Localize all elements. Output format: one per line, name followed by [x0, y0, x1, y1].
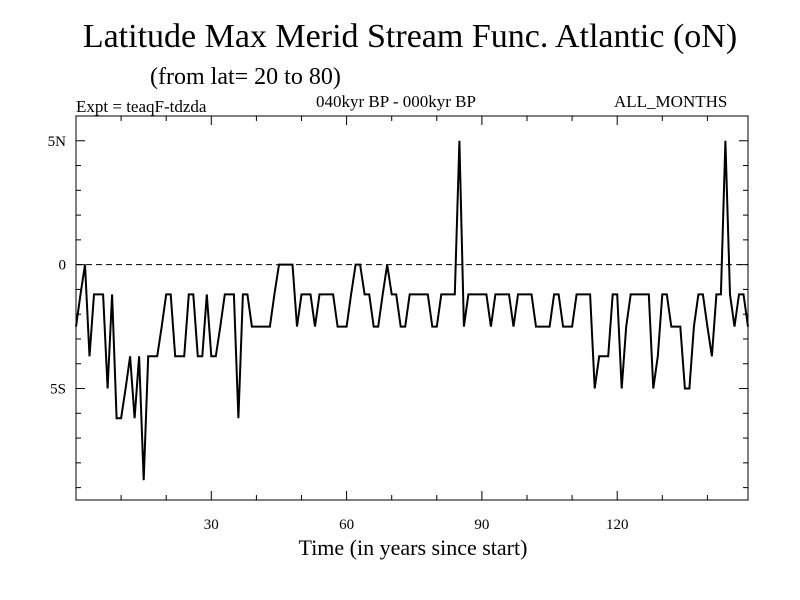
chart-subtitle: (from lat= 20 to 80) [150, 64, 341, 90]
series-line [75, 140, 749, 481]
x-tick-label: 120 [606, 517, 629, 533]
months-label: ALL_MONTHS [614, 92, 728, 111]
y-tick-label: 5S [50, 382, 66, 398]
period-label: 040kyr BP - 000kyr BP [316, 92, 476, 111]
x-tick-label: 60 [339, 517, 354, 533]
chart-title: Latitude Max Merid Stream Func. Atlantic… [82, 18, 738, 55]
x-tick-label: 30 [204, 517, 219, 533]
x-axis-label: Time (in years since start) [298, 535, 528, 560]
y-tick-label: 0 [59, 258, 67, 274]
plot-frame [75, 115, 749, 501]
y-tick-label: 5N [48, 134, 67, 150]
experiment-label: Expt = teaqF-tdzda [76, 97, 207, 116]
x-tick-label: 90 [474, 517, 489, 533]
